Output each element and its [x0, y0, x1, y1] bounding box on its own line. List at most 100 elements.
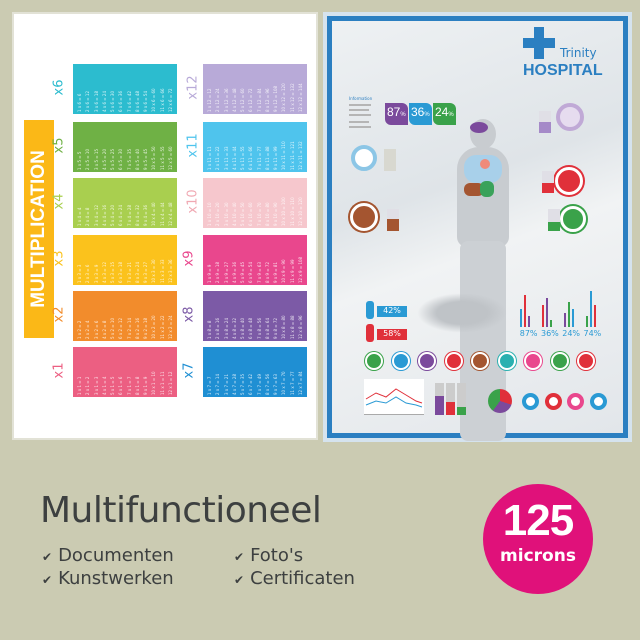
table-label: x6	[51, 79, 67, 96]
times-table-12: 1 x 12 = 12 2 x 12 = 24 3 x 12 = 36 4 x 12 …	[203, 64, 307, 114]
table-line: 9 x 12 = 108	[273, 85, 279, 112]
bar-label: 74%	[583, 329, 602, 338]
stat-box: 36%	[409, 103, 432, 125]
stomach-icon	[365, 352, 383, 370]
stat-unit: %	[400, 112, 406, 118]
feature-label: Kunstwerken	[58, 568, 174, 589]
table-line: 2 x 5 = 10	[85, 149, 91, 170]
bar	[564, 312, 566, 327]
table-line: 2 x 3 = 6	[85, 264, 91, 283]
table-line: 6 x 10 = 60	[248, 202, 254, 226]
stat-box: 24%	[433, 103, 456, 125]
donut-chart	[567, 393, 585, 410]
table-line: 10 x 10 = 100	[281, 197, 287, 226]
table-line: 4 x 8 = 32	[231, 318, 237, 339]
table-line: 10 x 6 = 60	[151, 88, 157, 112]
stat-box: 87%	[385, 103, 408, 125]
table-line: 5 x 5 = 25	[110, 149, 116, 170]
brain-icon	[556, 103, 584, 131]
table-line: 4 x 5 = 20	[101, 149, 107, 170]
table-line: 7 x 9 = 63	[256, 262, 262, 283]
table-line: 12 x 12 = 144	[297, 83, 303, 112]
table-line: 12 x 5 = 60	[167, 146, 173, 170]
table-line: 4 x 2 = 8	[101, 320, 107, 339]
table-line: 7 x 8 = 56	[256, 318, 262, 339]
table-line: 12 x 8 = 96	[297, 315, 303, 339]
table-line: 7 x 2 = 14	[126, 318, 132, 339]
donut-chart	[522, 393, 539, 410]
check-icon: ✔	[42, 573, 53, 587]
table-line: 8 x 10 = 80	[264, 202, 270, 226]
table-line: 2 x 7 = 14	[215, 374, 221, 395]
table-line: 6 x 7 = 42	[248, 374, 254, 395]
table-line: 3 x 11 = 33	[223, 146, 229, 170]
bar	[586, 316, 588, 327]
table-line: 9 x 8 = 72	[273, 318, 279, 339]
table-line: 10 x 8 = 80	[281, 315, 287, 339]
table-line: 4 x 3 = 12	[101, 262, 107, 283]
table-line: 11 x 12 = 132	[289, 83, 295, 112]
stomach-organ	[480, 181, 494, 197]
table-line: 1 x 5 = 5	[77, 151, 82, 170]
hospital-poster-frame: Trinity HOSPITAL Information 87% 36% 24% 4…	[327, 16, 628, 441]
table-line: 6 x 2 = 12	[118, 318, 124, 339]
text-line	[349, 109, 369, 111]
table-label: x7	[181, 362, 197, 379]
stat-unit: %	[448, 112, 454, 118]
table-line: 9 x 9 = 81	[273, 262, 279, 283]
table-line: 8 x 6 = 48	[134, 91, 140, 112]
table-line: 3 x 3 = 9	[93, 264, 99, 283]
liver-organ	[464, 183, 484, 196]
check-icon: ✔	[234, 573, 245, 587]
table-line: 10 x 12 = 120	[281, 83, 287, 112]
cross-icon-vertical	[534, 27, 544, 59]
table-line: 6 x 3 = 18	[118, 262, 124, 283]
table-label: x4	[51, 193, 67, 210]
table-label: x3	[51, 250, 67, 267]
table-line: 1 x 11 = 11	[207, 146, 212, 170]
table-line: 8 x 3 = 24	[134, 262, 140, 283]
table-line: 7 x 3 = 21	[126, 262, 132, 283]
stat-unit: %	[424, 112, 430, 118]
heart-icon	[444, 352, 463, 370]
table-line: 10 x 2 = 20	[151, 315, 157, 339]
table-line: 11 x 3 = 33	[159, 259, 165, 283]
donut-chart	[589, 393, 607, 410]
table-line: 3 x 6 = 18	[93, 91, 99, 112]
table-line: 2 x 2 = 4	[85, 320, 91, 339]
headline: Multifunctioneel	[40, 490, 322, 531]
table-line: 2 x 1 = 2	[85, 376, 91, 395]
table-line: 3 x 12 = 36	[223, 88, 229, 112]
table-line: 4 x 7 = 28	[231, 374, 237, 395]
table-line: 5 x 6 = 30	[110, 91, 116, 112]
table-line: 9 x 4 = 36	[143, 205, 149, 226]
text-line	[349, 121, 369, 123]
table-line: 9 x 2 = 18	[143, 318, 149, 339]
table-line: 11 x 6 = 66	[159, 88, 165, 112]
bar	[546, 298, 548, 327]
table-line: 2 x 4 = 8	[85, 207, 91, 226]
table-line: 4 x 1 = 4	[101, 376, 107, 395]
table-line: 4 x 9 = 36	[231, 262, 237, 283]
mini-chart	[387, 209, 399, 231]
table-line: 11 x 1 = 11	[159, 371, 165, 395]
bar	[520, 309, 522, 327]
stat-value: 87	[387, 105, 401, 119]
female-icon	[366, 324, 374, 342]
table-line: 7 x 6 = 42	[126, 91, 132, 112]
table-line: 9 x 1 = 9	[143, 376, 149, 395]
liver-icon	[471, 352, 489, 370]
bar-chart-labels: 87% 36% 24% 74%	[518, 329, 603, 338]
table-line: 11 x 7 = 77	[289, 371, 295, 395]
mini-chart	[539, 111, 551, 133]
table-line: 11 x 2 = 22	[159, 315, 165, 339]
brain-organ	[470, 122, 488, 133]
table-line: 7 x 10 = 70	[256, 202, 262, 226]
table-line: 5 x 8 = 40	[240, 318, 246, 339]
table-label: x2	[51, 306, 67, 323]
table-line: 8 x 12 = 96	[264, 88, 270, 112]
table-line: 5 x 7 = 35	[240, 374, 246, 395]
table-line: 6 x 12 = 72	[248, 88, 254, 112]
